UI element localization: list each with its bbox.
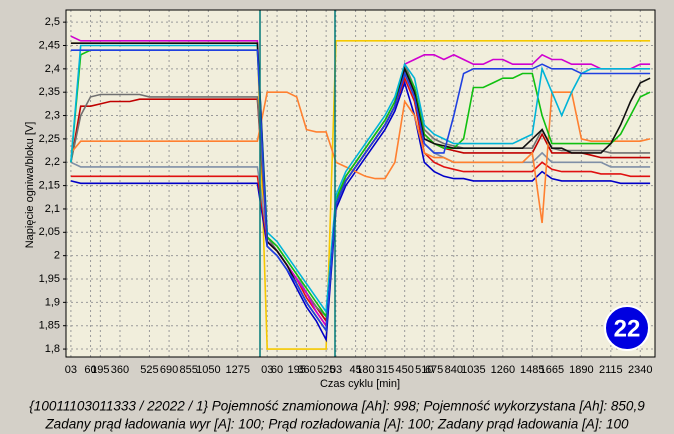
footer-line: {10011103011333 / 22022 / 1} Pojemność z…	[29, 399, 645, 414]
x-tick-label: 840	[445, 364, 463, 376]
y-tick-label: 2,4	[45, 63, 60, 75]
series-line	[70, 44, 651, 314]
y-tick-label: 2,05	[39, 226, 60, 238]
badge-text: 22	[614, 315, 641, 342]
x-tick-label: 03	[330, 364, 342, 376]
x-tick-label: 1890	[569, 364, 593, 376]
x-tick-label: 525	[140, 364, 158, 376]
x-tick-label: 1275	[226, 364, 250, 376]
x-tick-label: 510	[415, 364, 433, 376]
y-tick-label: 1,8	[45, 343, 60, 355]
y-tick-label: 2,3	[45, 109, 60, 121]
x-tick-label: 360	[297, 364, 315, 376]
y-tick-label: 2,1	[45, 203, 60, 215]
x-tick-label: 2340	[628, 364, 652, 376]
footer-line: Zadany prąd ładowania wyr [A]: 100; Prąd…	[44, 417, 629, 432]
x-tick-label: 45	[349, 364, 361, 376]
x-tick-label: 1260	[491, 364, 515, 376]
y-tick-label: 2	[54, 250, 60, 262]
x-tick-label: 2115	[599, 364, 623, 376]
x-tick-label: 315	[376, 364, 394, 376]
x-axis-label: Czas cyklu [min]	[320, 378, 400, 390]
x-tick-label: 855	[180, 364, 198, 376]
y-axis-label: Napięcie ogniwa/bloku [V]	[24, 122, 36, 249]
badge	[604, 305, 650, 351]
x-tick-label: 525	[317, 364, 335, 376]
y-tick-label: 1,85	[39, 320, 60, 332]
series-line	[70, 80, 651, 343]
x-tick-label: 675	[425, 364, 443, 376]
x-tick-label: 1050	[196, 364, 220, 376]
x-tick-label: 180	[356, 364, 374, 376]
plot-frame	[65, 9, 656, 358]
y-tick-label: 2,2	[45, 156, 60, 168]
x-tick-label: 1035	[461, 364, 485, 376]
x-tick-label: 03	[65, 364, 77, 376]
x-tick-label: 360	[111, 364, 129, 376]
x-tick-label: 690	[160, 364, 178, 376]
series-line	[70, 49, 651, 333]
x-tick-label: 195	[288, 364, 306, 376]
x-tick-label: 1665	[540, 364, 564, 376]
x-tick-label: 60	[271, 364, 283, 376]
y-tick-label: 1,9	[45, 296, 60, 308]
x-tick-label: 450	[395, 364, 413, 376]
lines	[70, 35, 651, 350]
y-tick-label: 2,15	[39, 180, 60, 192]
x-tick-label: 60	[84, 364, 96, 376]
y-tick-label: 2,35	[39, 86, 60, 98]
y-tick-label: 2,25	[39, 133, 60, 145]
y-tick-label: 2,5	[45, 16, 60, 28]
x-tick-label: 1485	[520, 364, 544, 376]
x-tick-label: 03	[261, 364, 273, 376]
y-tick-label: 2,45	[39, 39, 60, 51]
x-tick-label: 195	[91, 364, 109, 376]
series-line	[70, 91, 651, 224]
y-tick-label: 1,95	[39, 273, 60, 285]
